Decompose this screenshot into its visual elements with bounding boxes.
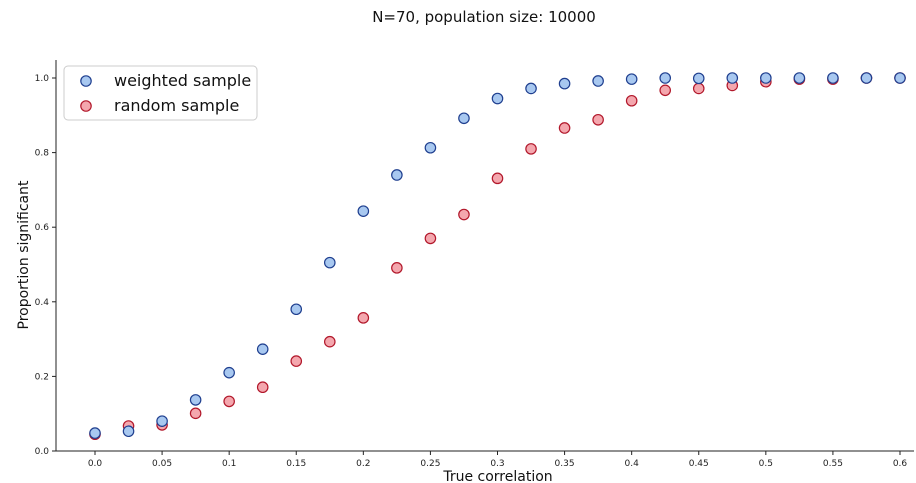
legend-marker-weighted-sample — [80, 75, 92, 87]
x-tick-label: 0.25 — [420, 459, 440, 469]
random-sample-point — [659, 84, 672, 97]
weighted-sample-point — [122, 425, 135, 438]
random-sample-point — [558, 122, 571, 134]
weighted-sample-point — [659, 72, 672, 84]
random-sample-point — [625, 94, 638, 107]
weighted-sample-point — [558, 77, 571, 90]
x-tick-label: 0.1 — [222, 459, 236, 469]
x-tick-label: 0.05 — [152, 459, 172, 469]
weighted-sample-point — [894, 72, 906, 84]
weighted-sample-point — [89, 427, 101, 439]
legend-label-random-sample: random sample — [114, 96, 239, 115]
random-sample-point — [692, 82, 705, 95]
random-sample-point — [290, 355, 303, 367]
x-tick-label: 0.5 — [759, 459, 773, 469]
weighted-sample-point — [256, 343, 269, 355]
weighted-sample-point — [357, 205, 370, 217]
x-tick-label: 0.45 — [689, 459, 709, 469]
chart-title: N=70, population size: 10000 — [372, 8, 596, 26]
legend-marker-random-sample — [80, 100, 92, 112]
weighted-sample-point — [189, 394, 202, 406]
weighted-sample-point — [860, 72, 873, 84]
y-tick-label: 0.8 — [35, 149, 50, 159]
random-sample-point — [256, 381, 269, 394]
legend-box — [63, 65, 258, 121]
y-tick-label: 0.0 — [35, 447, 50, 457]
weighted-sample-point — [458, 112, 470, 125]
weighted-sample-point — [692, 72, 705, 85]
x-tick-label: 0.55 — [823, 459, 843, 469]
weighted-sample-point — [525, 82, 537, 95]
random-sample-point — [323, 335, 336, 348]
random-sample-point — [223, 395, 235, 408]
random-sample-point — [491, 172, 504, 185]
y-tick-label: 1.0 — [35, 74, 50, 84]
y-tick-label: 0.6 — [35, 223, 50, 233]
weighted-sample-point — [156, 415, 168, 427]
random-sample-point — [189, 407, 202, 420]
weighted-sample-point — [223, 366, 235, 379]
x-tick-label: 0.2 — [356, 459, 370, 469]
weighted-sample-point — [491, 92, 504, 105]
weighted-sample-point — [625, 73, 638, 85]
weighted-sample-point — [323, 256, 336, 269]
x-tick-label: 0.6 — [893, 459, 908, 469]
weighted-sample-point — [592, 75, 604, 87]
weighted-sample-point — [290, 303, 303, 316]
random-sample-point — [424, 232, 437, 245]
weighted-sample-point — [793, 72, 806, 84]
legend: weighted sample random sample — [63, 65, 258, 121]
y-tick-label: 0.4 — [35, 298, 50, 308]
x-axis-title: True correlation — [442, 469, 552, 483]
x-tick-label: 0.0 — [88, 459, 103, 469]
random-sample-point — [357, 312, 370, 324]
data-points — [89, 72, 906, 441]
random-sample-point — [592, 113, 604, 126]
weighted-sample-point — [391, 169, 403, 181]
axes: 0.0 0.05 0.1 0.15 0.2 0.25 0.3 0.35 0.4 0.45 0.5 0.… — [35, 60, 914, 469]
y-tick-label: 0.2 — [35, 372, 49, 382]
weighted-sample-point — [827, 72, 839, 84]
weighted-sample-point — [760, 72, 772, 84]
weighted-sample-point — [424, 141, 437, 154]
weighted-sample-point — [726, 72, 739, 84]
x-tick-label: 0.15 — [286, 459, 306, 469]
random-sample-point — [458, 208, 470, 221]
legend-label-weighted-sample: weighted sample — [114, 71, 251, 90]
y-axis-title: Proportion significant — [16, 180, 32, 329]
x-tick-label: 0.4 — [625, 459, 640, 469]
random-sample-point — [525, 143, 537, 155]
x-tick-label: 0.3 — [490, 459, 504, 469]
x-tick-label: 0.35 — [555, 459, 575, 469]
random-sample-point — [391, 262, 403, 274]
